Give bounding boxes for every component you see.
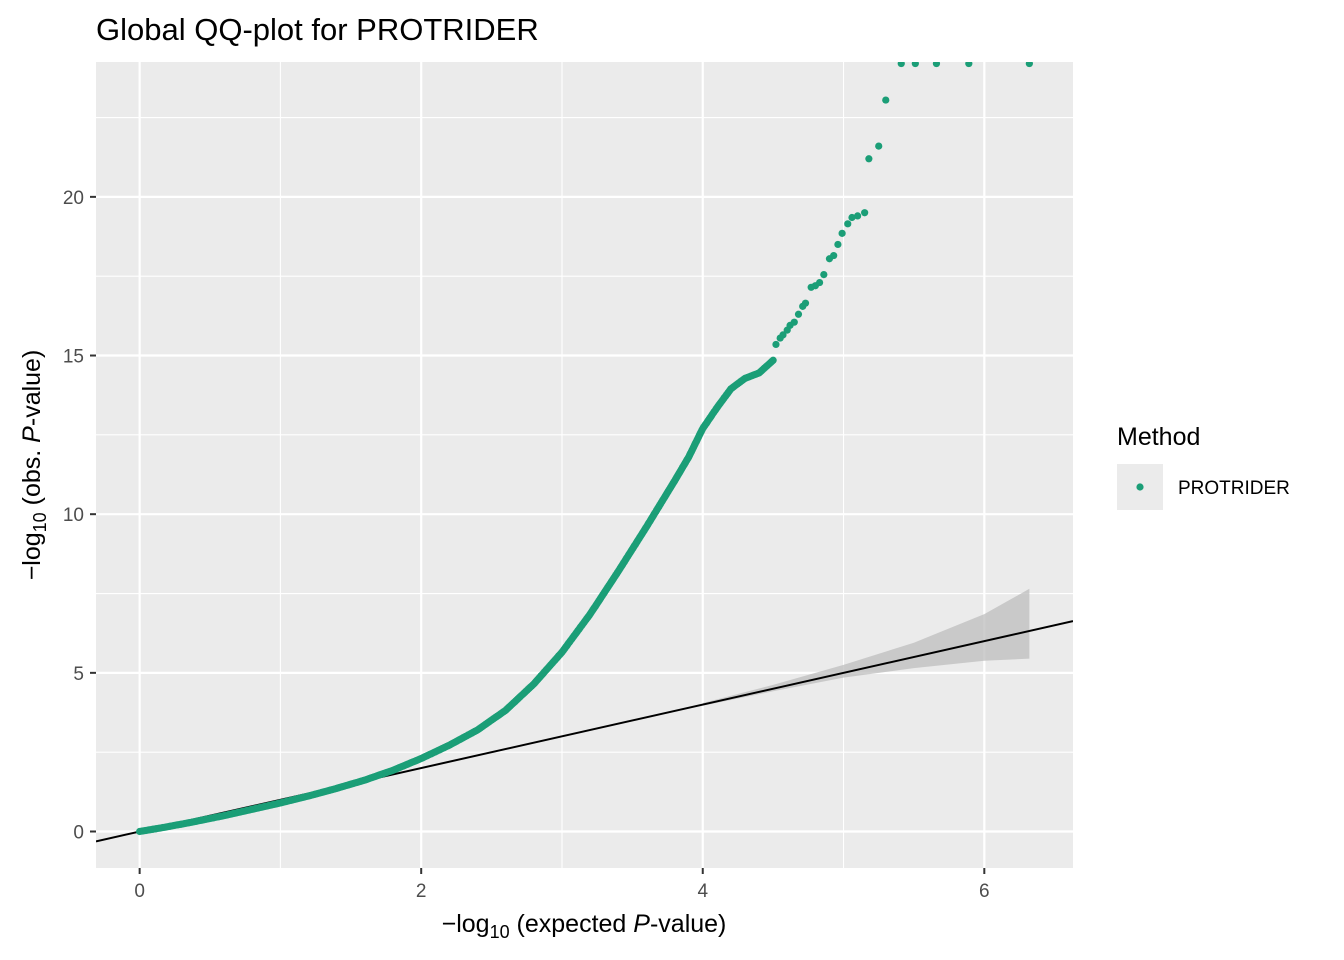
data-point bbox=[861, 209, 869, 217]
legend: Method PROTRIDER bbox=[1117, 423, 1290, 510]
data-point bbox=[779, 331, 787, 339]
y-axis-ticks: 0 5 10 15 20 bbox=[63, 188, 96, 844]
y-tick-label: 0 bbox=[73, 823, 84, 844]
data-point bbox=[865, 155, 873, 163]
data-point bbox=[854, 212, 862, 220]
y-tick-label: 20 bbox=[63, 188, 84, 209]
data-point bbox=[838, 229, 846, 237]
y-tick-label: 5 bbox=[73, 664, 84, 685]
y-axis-label: −log10 (obs. P-value) bbox=[18, 350, 50, 581]
confidence-band bbox=[702, 588, 1030, 706]
x-tick-label: 6 bbox=[979, 881, 990, 902]
x-tick-label: 4 bbox=[697, 881, 708, 902]
data-point bbox=[830, 251, 838, 260]
data-point bbox=[794, 310, 803, 318]
x-tick-label: 2 bbox=[416, 881, 427, 902]
data-point bbox=[848, 213, 856, 222]
data-point bbox=[790, 318, 798, 326]
data-point bbox=[1025, 62, 1033, 68]
chart-title: Global QQ-plot for PROTRIDER bbox=[96, 12, 539, 47]
plot-panel bbox=[96, 62, 1073, 868]
confidence-band-area bbox=[702, 588, 1030, 706]
data-point bbox=[834, 240, 842, 249]
grid-major bbox=[96, 62, 1073, 868]
x-axis-ticks: 0 2 4 6 bbox=[134, 868, 990, 902]
data-point bbox=[801, 299, 810, 307]
data-point bbox=[965, 62, 973, 68]
y-tick-label: 15 bbox=[63, 347, 84, 368]
legend-key-point bbox=[1136, 483, 1144, 491]
legend-label: PROTRIDER bbox=[1178, 478, 1290, 499]
y-tick-label: 10 bbox=[63, 505, 84, 526]
legend-title: Method bbox=[1117, 423, 1200, 451]
data-point bbox=[911, 62, 919, 68]
data-point bbox=[772, 340, 780, 349]
data-points bbox=[136, 62, 1033, 836]
x-axis-label: −log10 (expected P-value) bbox=[442, 910, 727, 942]
x-tick-label: 0 bbox=[134, 881, 145, 902]
data-point bbox=[897, 62, 905, 68]
data-point bbox=[882, 96, 890, 104]
data-point bbox=[820, 271, 828, 279]
data-point bbox=[769, 356, 777, 364]
data-point bbox=[932, 62, 941, 68]
data-point bbox=[844, 220, 852, 228]
data-point bbox=[815, 278, 824, 287]
data-point bbox=[875, 142, 883, 150]
